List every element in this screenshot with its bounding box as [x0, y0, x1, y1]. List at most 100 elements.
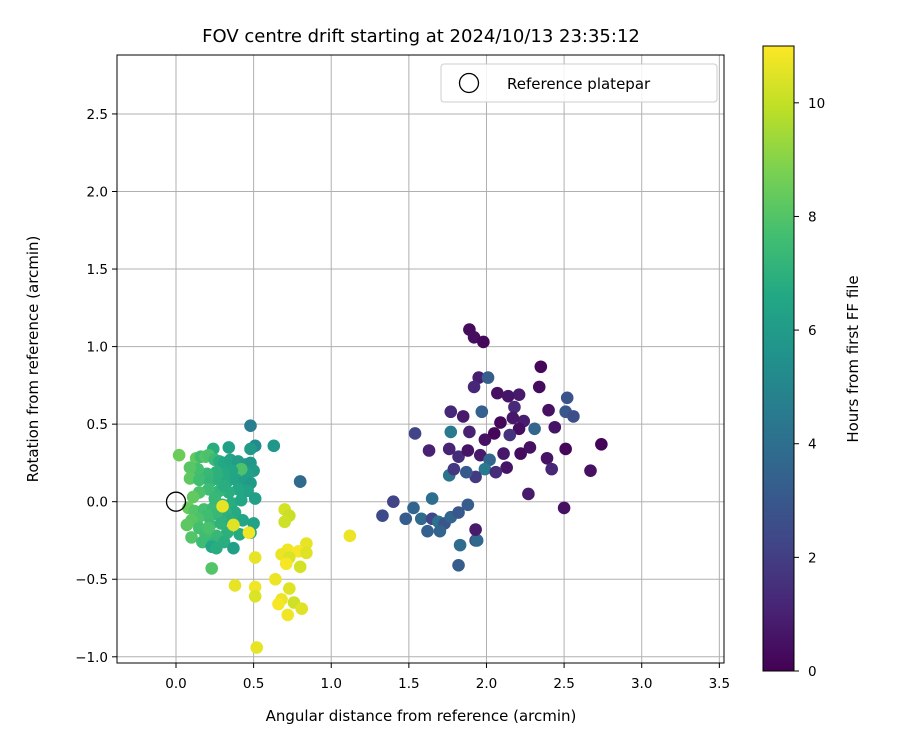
data-point — [234, 493, 248, 507]
data-point — [300, 546, 313, 560]
y-tick-label: −1.0 — [75, 650, 108, 666]
y-tick-label: 2.5 — [87, 107, 108, 123]
chart-title: FOV centre drift starting at 2024/10/13 … — [202, 26, 640, 47]
data-point — [489, 465, 503, 479]
data-point — [279, 557, 293, 571]
x-tick-label: 3.5 — [709, 676, 730, 692]
colorbar-label: Hours from first FF file — [844, 275, 862, 442]
data-point — [248, 492, 262, 505]
colorbar-tick-label: 8 — [808, 209, 817, 225]
data-point — [248, 551, 262, 564]
data-point — [459, 465, 473, 479]
data-point — [222, 441, 236, 454]
data-point — [475, 405, 489, 419]
data-point — [425, 492, 439, 505]
data-point — [241, 484, 254, 498]
data-point — [463, 425, 476, 439]
data-point — [514, 447, 527, 460]
y-axis-ticks: −1.0 −0.5 0.0 0.5 1.0 1.5 2.0 2.5 — [75, 107, 117, 666]
data-point — [467, 380, 481, 394]
data-point — [185, 531, 198, 544]
data-point — [461, 444, 475, 457]
data-point — [414, 512, 428, 526]
y-tick-label: 2.0 — [87, 184, 108, 200]
data-point — [192, 473, 206, 487]
data-point — [491, 386, 504, 400]
x-tick-label: 2.0 — [476, 676, 497, 692]
data-point — [217, 479, 231, 493]
legend-label-reference: Reference platepar — [507, 75, 651, 93]
data-point — [559, 442, 572, 456]
y-tick-label: 0.5 — [87, 417, 108, 433]
data-point — [433, 524, 447, 538]
data-point — [512, 388, 526, 401]
data-point — [281, 608, 295, 622]
data-point — [227, 518, 240, 532]
data-point — [452, 506, 465, 519]
data-point — [267, 439, 281, 453]
data-point — [444, 405, 458, 419]
y-tick-label: 1.0 — [87, 340, 108, 356]
data-point — [186, 490, 200, 504]
data-point — [528, 422, 541, 436]
data-point — [210, 541, 223, 555]
y-tick-label: 1.5 — [87, 262, 108, 278]
data-point — [244, 442, 257, 456]
data-point — [487, 427, 501, 440]
data-point — [236, 514, 250, 527]
x-axis-ticks: 0.0 0.5 1.0 1.5 2.0 2.5 3.0 3.5 — [165, 663, 730, 692]
data-point — [272, 597, 285, 611]
x-tick-label: 1.5 — [398, 676, 419, 692]
data-point — [469, 523, 482, 536]
data-point — [469, 470, 482, 484]
data-point — [494, 416, 507, 429]
data-point — [461, 498, 475, 512]
data-point — [172, 448, 186, 462]
colorbar — [762, 45, 795, 672]
data-point — [180, 518, 194, 532]
data-point — [503, 428, 517, 442]
reference-marker-layer — [165, 491, 187, 512]
data-point — [557, 501, 571, 515]
data-point — [228, 579, 242, 592]
data-point — [478, 433, 492, 446]
x-axis-label: Angular distance from reference (arcmin) — [266, 707, 577, 725]
colorbar-tick-label: 6 — [808, 323, 817, 339]
data-point — [470, 534, 484, 547]
data-point — [208, 492, 222, 505]
data-point — [532, 380, 546, 394]
data-point — [407, 501, 420, 515]
data-point — [483, 453, 496, 467]
data-point — [481, 371, 495, 384]
data-point — [376, 509, 389, 522]
data-point — [548, 420, 562, 434]
data-point — [452, 558, 465, 572]
data-point — [452, 450, 465, 464]
colorbar-tick-label: 2 — [808, 550, 817, 566]
data-point — [456, 410, 470, 423]
data-point — [473, 448, 487, 462]
data-point — [233, 527, 246, 541]
colorbar-tick-label: 0 — [808, 664, 817, 680]
data-points — [172, 323, 608, 654]
x-tick-label: 1.0 — [320, 676, 341, 692]
data-point — [595, 438, 608, 451]
data-point — [216, 500, 229, 513]
data-point — [453, 538, 467, 552]
data-point — [478, 462, 492, 476]
data-point — [183, 461, 197, 474]
data-point — [567, 410, 580, 423]
data-point — [506, 411, 520, 425]
data-point — [534, 360, 548, 374]
data-point — [444, 425, 458, 439]
legend-reference-marker-icon — [458, 72, 480, 94]
data-point — [522, 487, 535, 501]
data-point — [560, 391, 574, 405]
data-point — [293, 475, 307, 488]
data-point — [540, 451, 554, 465]
plot-frame — [116, 54, 725, 664]
data-point — [214, 517, 228, 530]
data-point — [545, 462, 558, 476]
data-point — [442, 442, 456, 456]
x-tick-label: 0.5 — [243, 676, 264, 692]
